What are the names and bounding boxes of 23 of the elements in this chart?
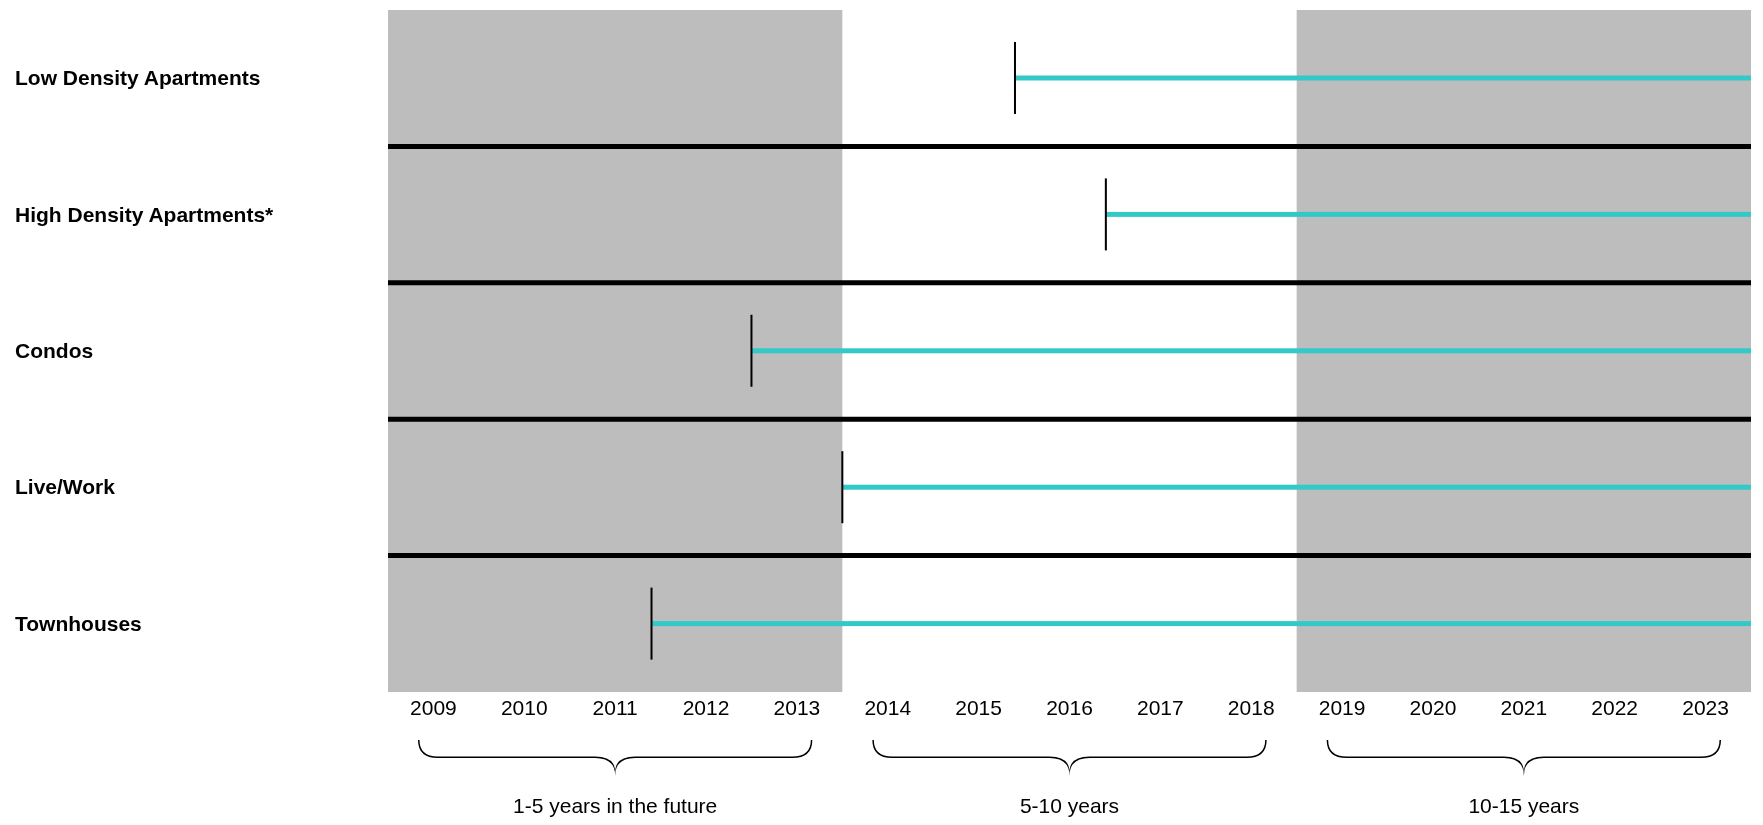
y-tick-label: Live/Work: [15, 475, 116, 499]
text: 1-5 years in the future: [513, 794, 718, 817]
x-tick-label: 2020: [1409, 695, 1457, 719]
x-tick-label: 2016: [1046, 695, 1093, 719]
x-tick-label: 2011: [592, 695, 638, 719]
y-tick-label: Condos: [15, 339, 94, 362]
y-tick-label: Low Density Apartments: [15, 66, 261, 90]
x-tick-label: 2014: [864, 695, 912, 719]
y-tick-label: Townhouses: [15, 611, 142, 635]
text: 5-10 years: [1019, 794, 1120, 817]
x-tick-label: 2013: [773, 695, 821, 719]
x-tick-label: 2010: [500, 695, 548, 719]
y-tick-label: High Density Apartments*: [15, 202, 275, 226]
x-tick-label: 2018: [1227, 695, 1275, 719]
x-tick-label: 2023: [1682, 695, 1729, 719]
text: 10-15 years: [1468, 794, 1580, 817]
x-tick-label: 2015: [955, 695, 1002, 719]
x-tick-label: 2012: [682, 695, 730, 719]
x-tick-label: 2019: [1318, 695, 1366, 719]
x-tick-label: 2021: [1500, 695, 1548, 719]
x-tick-label: 2009: [410, 695, 457, 719]
x-tick-label: 2017: [1137, 695, 1184, 719]
x-tick-label: 2022: [1591, 695, 1639, 719]
